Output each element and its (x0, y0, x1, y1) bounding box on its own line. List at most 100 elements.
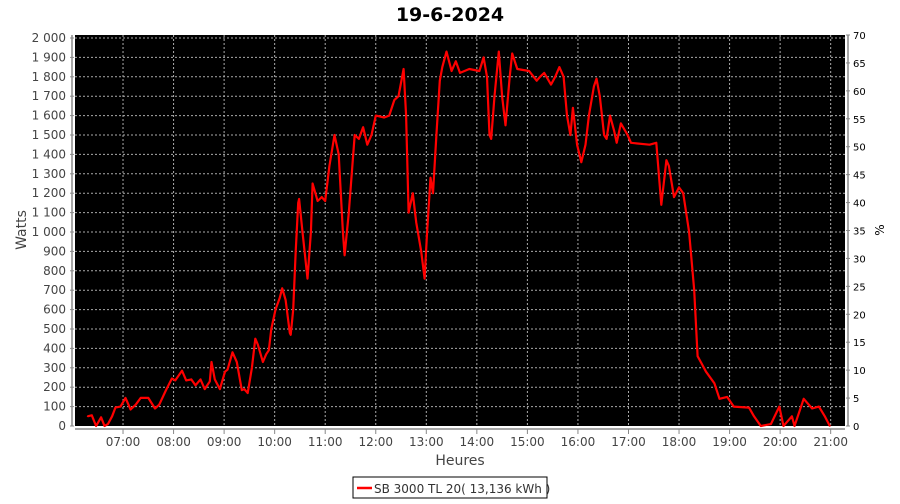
y2-tick-label: 60 (853, 87, 866, 98)
data-point (134, 403, 137, 406)
data-point (165, 389, 167, 391)
data-point (412, 192, 414, 194)
data-point (454, 60, 457, 63)
data-point (107, 423, 109, 425)
data-point (516, 68, 519, 70)
data-point (550, 83, 552, 86)
data-point (243, 388, 246, 390)
data-point (497, 50, 500, 53)
data-point (445, 50, 448, 53)
data-point (615, 141, 618, 144)
data-point (174, 379, 177, 382)
y-tick-label: 900 (43, 244, 66, 258)
x-tick-label: 15:00 (510, 435, 545, 449)
data-point (770, 423, 772, 425)
y2-tick-label: 50 (853, 143, 866, 154)
data-point (543, 72, 546, 74)
x-tick-label: 20:00 (763, 435, 798, 449)
data-point (171, 377, 173, 380)
y2-tick-label: 55 (853, 115, 866, 126)
data-point (423, 277, 426, 280)
data-point (328, 165, 331, 167)
data-point (321, 196, 323, 198)
data-point (620, 122, 622, 125)
x-tick-label: 10:00 (257, 435, 292, 449)
y2-tick-label: 20 (853, 310, 866, 321)
x-tick-label: 12:00 (358, 435, 393, 449)
data-point (289, 332, 291, 334)
data-point (732, 405, 735, 408)
data-point (630, 141, 632, 144)
y2-tick-label: 40 (853, 199, 866, 210)
data-point (294, 250, 297, 253)
data-point (95, 425, 97, 427)
data-point (778, 405, 781, 408)
data-point (558, 66, 561, 68)
data-point (407, 211, 410, 214)
series-group (86, 50, 831, 428)
y-tick-label: 1 600 (32, 109, 66, 123)
data-point (609, 114, 611, 117)
data-point (648, 143, 651, 146)
data-point (595, 77, 598, 80)
y2-tick-label: 25 (853, 282, 866, 293)
data-point (438, 79, 441, 82)
data-point (569, 134, 572, 136)
plot-area (75, 35, 845, 426)
data-point (490, 138, 492, 140)
data-point (426, 231, 428, 233)
data-point (147, 397, 150, 399)
y-tick-label: 1 000 (32, 225, 66, 239)
y-tick-label: 800 (43, 264, 66, 278)
x-tick-label: 17:00 (611, 435, 646, 449)
y-tick-label: 100 (43, 400, 66, 414)
y-tick-label: 1 400 (32, 147, 66, 161)
data-point (584, 143, 587, 146)
y2-tick-label: 65 (853, 59, 866, 70)
data-point (397, 95, 400, 97)
data-point (235, 361, 238, 363)
data-point (791, 415, 793, 418)
data-point (688, 231, 690, 233)
data-point (811, 407, 813, 410)
x-tick-label: 16:00 (561, 435, 596, 449)
data-point (488, 134, 491, 136)
data-point (468, 68, 471, 70)
data-point (572, 107, 574, 109)
data-point (241, 389, 243, 391)
data-point (301, 231, 304, 233)
y2-tick-label: 35 (853, 227, 866, 238)
data-point (593, 85, 595, 88)
data-point (337, 153, 340, 156)
data-point (700, 363, 703, 365)
data-point (415, 221, 417, 224)
y-tick-label: 1 300 (32, 167, 66, 181)
data-point (748, 406, 750, 409)
y-tick-label: 700 (43, 283, 66, 297)
data-point (226, 368, 229, 371)
data-point (297, 202, 300, 204)
data-point (154, 407, 156, 410)
data-point (310, 231, 312, 233)
data-point (362, 126, 364, 129)
data-point (383, 116, 385, 119)
data-point (265, 353, 268, 356)
data-point (262, 361, 264, 363)
data-point (103, 425, 106, 427)
data-point (818, 405, 820, 408)
data-point (129, 408, 132, 411)
data-point (292, 308, 294, 311)
y-tick-label: 1 100 (32, 206, 66, 220)
data-point (190, 378, 193, 381)
data-point (580, 161, 583, 163)
data-point (682, 192, 685, 194)
data-point (246, 392, 249, 394)
data-point (347, 211, 350, 214)
data-point (501, 95, 503, 97)
data-point (289, 334, 292, 336)
y2-tick-label: 10 (853, 366, 866, 377)
data-point (718, 398, 721, 400)
x-axis-label: Heures (435, 453, 484, 469)
data-point (388, 114, 391, 117)
